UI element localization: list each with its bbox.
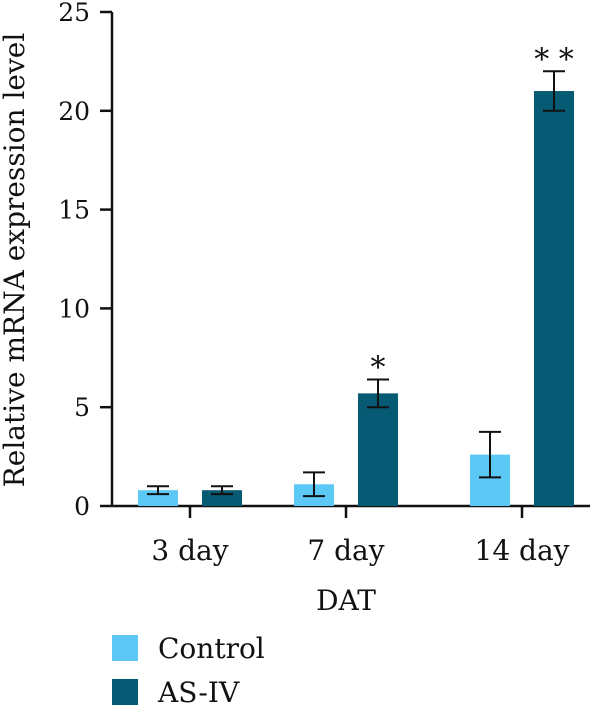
legend-swatch [112, 635, 138, 661]
y-tick-label: 5 [74, 393, 90, 422]
legend-swatch [112, 679, 138, 705]
significance-marker: * * [534, 42, 574, 77]
y-tick-label: 0 [74, 492, 90, 521]
y-tick-label: 20 [58, 97, 90, 126]
significance-marker: * [371, 351, 386, 386]
plot-area: 0 5 10 15 20 25 3 day 7 day 14 day * * * [58, 0, 590, 567]
legend: Control AS-IV [112, 632, 265, 709]
y-tick-label: 25 [58, 0, 90, 27]
bar-as-iv-7-day [358, 393, 398, 506]
x-tick-label: 3 day [151, 534, 228, 567]
bar-as-iv-14-day [534, 91, 574, 506]
y-tick-label: 10 [58, 294, 90, 323]
y-axis-title: Relative mRNA expression level [0, 33, 31, 488]
legend-label: AS-IV [157, 676, 240, 709]
legend-label: Control [158, 632, 265, 665]
y-tick-label: 15 [58, 196, 90, 225]
x-tick-label: 7 day [307, 534, 384, 567]
x-tick-label: 14 day [475, 534, 570, 567]
x-axis-title: DAT [316, 584, 376, 617]
